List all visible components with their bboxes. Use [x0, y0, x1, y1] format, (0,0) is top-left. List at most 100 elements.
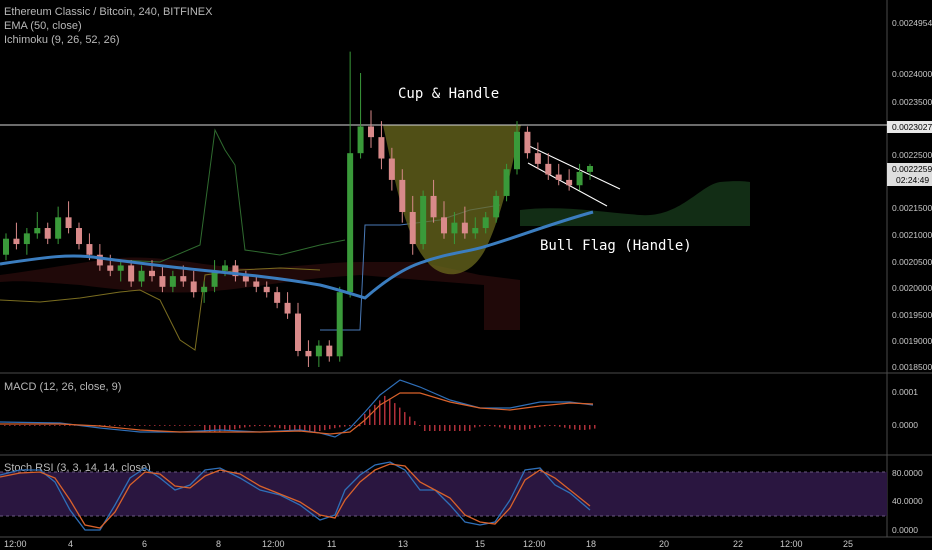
candle-body[interactable]	[378, 137, 385, 159]
candle-body[interactable]	[368, 126, 374, 138]
candle-body[interactable]	[545, 163, 552, 175]
macd-histogram-bar	[124, 425, 126, 426]
flag-upper-trendline[interactable]	[524, 143, 621, 190]
candle-body[interactable]	[503, 169, 510, 196]
macd-histogram-bar	[339, 425, 341, 428]
candle-body[interactable]	[388, 158, 395, 180]
candle-body[interactable]	[482, 217, 489, 229]
candle-body[interactable]	[274, 292, 281, 303]
symbol-title: Ethereum Classic / Bitcoin, 240, BITFINE…	[4, 6, 213, 18]
time-tick: 8	[216, 539, 221, 549]
macd-histogram-bar	[394, 403, 396, 425]
candle-body[interactable]	[253, 281, 260, 287]
candle-body[interactable]	[305, 350, 312, 357]
candle-body[interactable]	[65, 217, 72, 229]
macd-indicator-label[interactable]: MACD (12, 26, close, 9)	[4, 381, 122, 393]
candle-body[interactable]	[128, 265, 135, 282]
candle-body[interactable]	[44, 228, 51, 239]
macd-signal-line[interactable]	[0, 392, 594, 435]
candle-body[interactable]	[34, 228, 41, 234]
ema-50-line[interactable]	[0, 210, 594, 300]
macd-histogram-bar	[304, 425, 306, 432]
macd-histogram-bar	[544, 425, 546, 427]
macd-histogram-bar	[159, 425, 161, 426]
candle-body[interactable]	[576, 171, 583, 186]
candle-body[interactable]	[169, 276, 176, 287]
candle-body[interactable]	[451, 222, 458, 234]
candle-body[interactable]	[493, 195, 500, 218]
candle-body[interactable]	[284, 302, 291, 314]
stoch-tick: 80.0000	[892, 468, 923, 478]
macd-line[interactable]	[0, 379, 594, 438]
time-tick: 12:00	[262, 539, 285, 549]
candle-body[interactable]	[524, 131, 531, 154]
macd-histogram-bar	[369, 409, 371, 425]
candle-body[interactable]	[555, 174, 562, 180]
time-tick: 12:00	[523, 539, 546, 549]
candle-body[interactable]	[441, 217, 447, 234]
candle-body[interactable]	[211, 270, 218, 287]
candle-body[interactable]	[315, 345, 322, 357]
candle-body[interactable]	[76, 228, 82, 245]
candle-body[interactable]	[55, 217, 62, 239]
macd-histogram-bar	[514, 425, 516, 430]
candle-body[interactable]	[3, 238, 9, 255]
candle-body[interactable]	[336, 292, 343, 357]
ema-indicator-label[interactable]: EMA (50, close)	[4, 20, 82, 32]
macd-histogram-bar	[24, 425, 26, 426]
candle-body[interactable]	[326, 345, 333, 357]
candle-body[interactable]	[201, 286, 208, 293]
macd-histogram-bar	[524, 425, 526, 430]
candle-body[interactable]	[472, 228, 479, 234]
candle-body[interactable]	[420, 195, 427, 245]
candle-body[interactable]	[242, 276, 249, 282]
candle-body[interactable]	[96, 254, 103, 266]
candle-body[interactable]	[514, 131, 520, 170]
bull-flag-annotation: Bull Flag (Handle)	[540, 238, 692, 254]
macd-histogram-bar	[534, 425, 536, 429]
macd-histogram-bar	[54, 425, 56, 426]
candle-body[interactable]	[138, 270, 145, 282]
candle-body[interactable]	[263, 286, 270, 293]
macd-histogram-bar	[579, 425, 581, 430]
candle-body[interactable]	[23, 233, 30, 245]
price-tick-last: 0.0022259	[892, 164, 932, 174]
candle-body[interactable]	[232, 265, 239, 277]
candle-body[interactable]	[357, 126, 364, 154]
stoch-d-line[interactable]	[0, 463, 591, 529]
candle-body[interactable]	[295, 313, 301, 351]
macd-histogram-bar	[279, 425, 281, 429]
time-tick: 12:00	[780, 539, 803, 549]
candle-body[interactable]	[534, 153, 541, 164]
price-tick: 0.0020000	[892, 283, 932, 293]
candle-body[interactable]	[347, 153, 354, 293]
time-tick: 22	[733, 539, 743, 549]
macd-histogram-bar	[504, 425, 506, 429]
price-tick: 0.0019000	[892, 336, 932, 346]
candle-body[interactable]	[107, 265, 114, 271]
candle-body[interactable]	[409, 211, 416, 245]
time-axis: 12:00 4 6 8 12:00 11 13 15 12:00 18 20 2…	[4, 539, 853, 549]
macd-histogram-bar	[209, 425, 211, 432]
macd-histogram-bar	[119, 425, 121, 426]
macd-histogram-bar	[149, 425, 151, 426]
candle-body[interactable]	[117, 265, 124, 271]
price-tick-resistance: 0.0023027	[892, 122, 932, 132]
candle-body[interactable]	[461, 222, 468, 234]
candle-body[interactable]	[13, 238, 20, 245]
candle-body[interactable]	[190, 281, 197, 293]
candle-body[interactable]	[159, 276, 166, 287]
candle-body[interactable]	[587, 166, 593, 172]
candle-body[interactable]	[430, 195, 437, 218]
candle-body[interactable]	[222, 265, 228, 271]
ichimoku-lagging-span	[119, 128, 346, 263]
candle-body[interactable]	[86, 244, 93, 255]
candle-body[interactable]	[149, 270, 155, 277]
macd-histogram-bar	[254, 425, 256, 427]
ichimoku-indicator-label[interactable]: Ichimoku (9, 26, 52, 26)	[4, 34, 120, 46]
candle-body[interactable]	[566, 179, 573, 186]
candle-body[interactable]	[180, 276, 187, 282]
candle-body[interactable]	[399, 179, 406, 212]
time-tick: 6	[142, 539, 147, 549]
